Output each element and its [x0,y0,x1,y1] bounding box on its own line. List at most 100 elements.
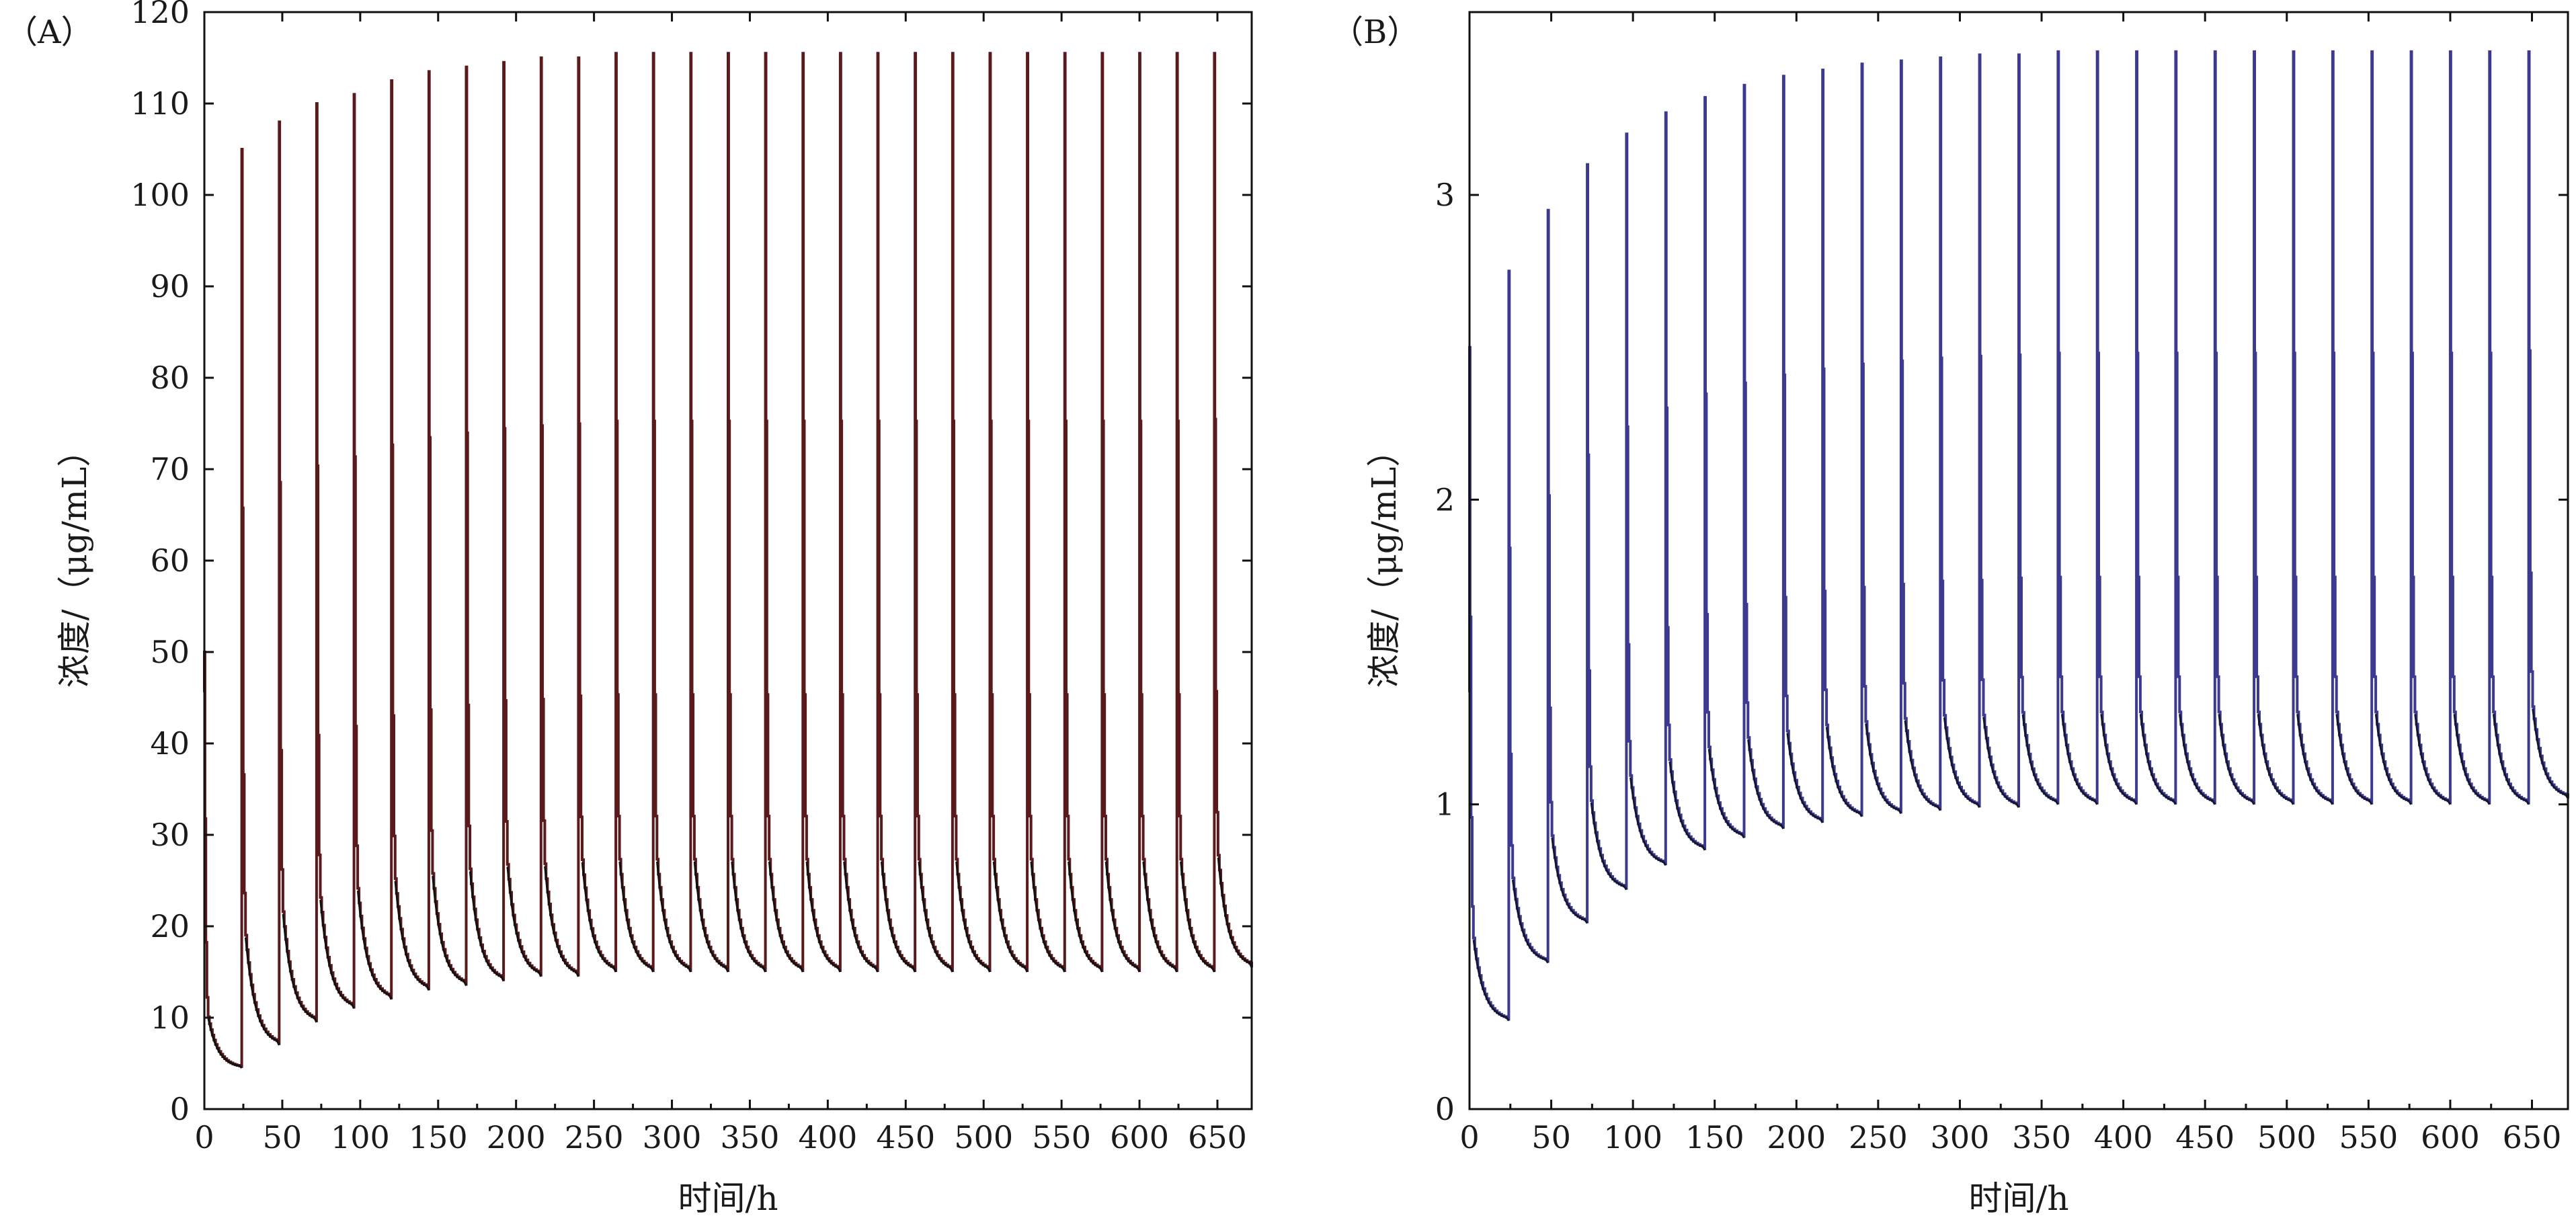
y-tick-label: 10 [150,1000,190,1036]
trough-decay-segment [581,862,617,973]
x-tick-label: 150 [1685,1119,1744,1155]
trough-decay-segment [1865,723,1902,815]
y-tick-label: 1 [1435,786,1455,823]
trough-decay-segment [2414,714,2452,805]
y-tick-label: 3 [1435,177,1455,213]
trough-decay-segment [1030,861,1066,973]
trough-decay-segment [1668,761,1706,851]
x-tick-label: 350 [2012,1119,2071,1155]
x-tick-label: 50 [263,1119,303,1155]
trough-decay-segment [1142,861,1178,973]
y-tick-label: 60 [150,542,190,579]
y-axis-label: 浓度/（μg/mL） [1365,434,1404,688]
trough-decay-segment [2021,714,2059,805]
trough-decay-segment [1786,733,1824,823]
trough-decay-segment [2532,708,2569,799]
x-tick-label: 450 [2175,1119,2235,1155]
x-tick-label: 450 [876,1119,935,1155]
y-tick-label: 110 [130,85,190,122]
x-tick-label: 550 [1032,1119,1091,1155]
y-tick-label: 100 [130,177,190,213]
y-tick-label: 0 [1435,1091,1455,1127]
trough-decay-segment [731,861,766,973]
x-tick-label: 100 [331,1119,390,1155]
x-tick-label: 0 [1459,1119,1479,1155]
panel-b: 0 50 100 150 200 250 300 350 400 450 500 550 600 650 0… [1331,11,2569,1218]
trough-decay-segment [1472,940,1510,1022]
y-tick-label: 2 [1435,481,1455,518]
trough-decay-segment [1104,861,1141,973]
trough-decay-segment [843,861,879,973]
trough-decay-segment [2374,714,2412,805]
trough-decay-segment [918,861,954,973]
x-tick-label: 200 [487,1119,546,1155]
trough-decay-segment [1825,727,1863,817]
trough-decay-segment [2218,714,2255,805]
trough-decay-segment [805,861,842,973]
y-tick-label: 90 [150,268,190,304]
trough-decay-segment [1982,717,2020,808]
plot-frame [1468,11,2569,1110]
x-tick-label: 300 [643,1119,702,1155]
trough-decay-segment [2139,714,2177,805]
y-tick-label: 20 [150,908,190,944]
trough-decay-segment [506,866,542,977]
trough-decay-segment [656,861,692,973]
trough-decay-segment [544,866,579,977]
y-tick-label: 70 [150,451,190,487]
concentration-curve [1468,50,2569,1021]
trough-decay-segment [1217,857,1253,968]
trough-decay-segment [1943,717,1980,808]
trough-decay-segment [880,861,916,973]
x-tick-label: 600 [1110,1119,1169,1155]
trough-decay-segment [618,861,655,973]
y-axis-label: 浓度/（μg/mL） [55,434,94,688]
trough-decay-segment [2179,714,2216,805]
x-tick-label: 250 [1849,1119,1908,1155]
trough-decay-segment [319,899,355,1010]
trough-decay-segment [1590,802,1627,891]
x-tick-label: 650 [2503,1119,2562,1155]
x-tick-label: 0 [194,1119,214,1155]
panel-a: 0 50 100 150 200 250 300 350 400 450 500 550 600 650 0… [5,0,1253,1218]
y-tick-label: 40 [150,725,190,762]
panel-label: （A） [5,13,93,51]
y-tick-label: 120 [130,0,190,30]
x-tick-label: 100 [1603,1119,1662,1155]
trough-decay-segment [2335,714,2373,805]
y-tick-label: 50 [150,634,190,670]
trough-decay-segment [244,937,280,1046]
x-tick-label: 400 [798,1119,857,1155]
x-tick-label: 500 [2257,1119,2317,1155]
x-tick-label: 550 [2339,1119,2398,1155]
trough-decay-segment [207,1018,243,1069]
trough-decay-segment [394,881,430,991]
trough-decay-segment [768,861,804,973]
x-tick-label: 300 [1931,1119,1990,1155]
trough-decay-segment [1068,861,1103,973]
trough-decay-segment [469,871,505,982]
x-tick-label: 650 [1188,1119,1247,1155]
y-tick-label: 0 [170,1091,190,1127]
x-tick-label: 250 [565,1119,624,1155]
trough-decay-segment [1511,879,1549,964]
trough-decay-segment [2060,714,2098,805]
trough-decay-segment [1629,777,1667,866]
trough-decay-segment [992,861,1029,973]
x-tick-label: 600 [2421,1119,2480,1155]
trough-decay-segment [2100,714,2138,805]
trough-decay-segment [693,861,729,973]
trough-decay-segment [2257,714,2294,805]
y-tick-label: 30 [150,817,190,853]
x-tick-label: 400 [2094,1119,2153,1155]
trough-decay-segment [1707,749,1745,839]
trough-decay-segment [1904,720,1941,811]
x-tick-label: 200 [1767,1119,1826,1155]
panel-label: （B） [1331,13,1419,51]
trough-decay-segment [2296,714,2334,805]
trough-decay-segment [1180,861,1215,973]
x-tick-label: 50 [1531,1119,1571,1155]
x-tick-label: 500 [954,1119,1013,1155]
trough-decay-segment [356,891,393,1000]
